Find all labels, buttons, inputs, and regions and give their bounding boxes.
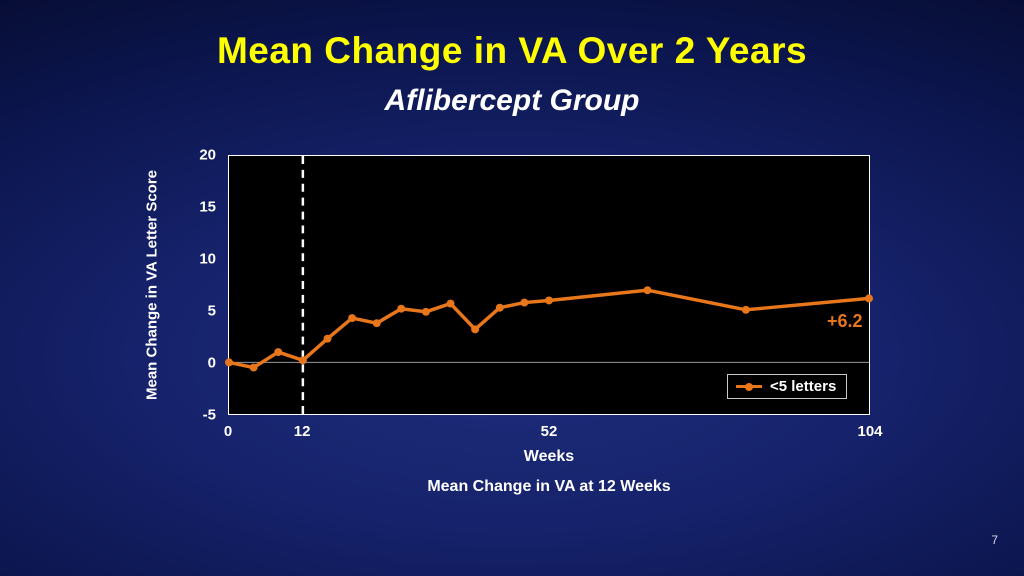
- chart-caption: Mean Change in VA at 12 Weeks: [427, 478, 671, 495]
- data-point-marker: [397, 304, 406, 313]
- y-axis-tick-label: -5: [202, 406, 216, 424]
- y-axis-tick-label: 15: [199, 198, 216, 216]
- page-number: 7: [991, 533, 998, 547]
- slide-title: Mean Change in VA Over 2 Years: [216, 30, 808, 71]
- y-axis-tick-label: 5: [207, 302, 216, 320]
- chart-plot-area: +6.2 <5 letters: [225, 155, 873, 415]
- x-axis-tick-label: 0: [223, 423, 233, 440]
- y-axis-label: Mean Change in VA Letter Score: [143, 169, 161, 401]
- endpoint-annotation: +6.2: [827, 311, 863, 331]
- data-point-marker: [446, 299, 455, 308]
- data-point-marker: [348, 314, 357, 323]
- data-point-marker: [274, 348, 283, 357]
- data-point-marker: [545, 296, 553, 305]
- legend-label: <5 letters: [770, 378, 837, 395]
- y-axis-tick-label: 20: [199, 146, 216, 164]
- chart-svg: [225, 156, 873, 414]
- y-axis-tick-label: 0: [207, 354, 216, 372]
- y-axis-tick-label: 10: [199, 250, 216, 268]
- data-point-marker: [298, 356, 307, 365]
- x-axis-tick-label: 12: [293, 423, 311, 440]
- data-point-marker: [225, 358, 233, 367]
- legend-line-marker-icon: [736, 385, 762, 388]
- x-axis-tick-labels: 0 12 52 104: [224, 423, 883, 443]
- x-axis-tick-label: 52: [540, 423, 558, 440]
- data-point-marker: [421, 307, 430, 316]
- data-point-marker: [643, 286, 652, 295]
- data-point-marker: [865, 294, 873, 303]
- data-point-marker: [520, 298, 529, 307]
- data-point-marker: [495, 303, 504, 312]
- data-point-marker: [471, 325, 480, 334]
- y-axis-tick-labels: 20 15 10 5 0 -5: [160, 147, 216, 424]
- slide-subtitle: Aflibercept Group: [384, 84, 640, 117]
- data-point-marker: [741, 305, 750, 314]
- x-axis-tick-label: 104: [857, 423, 883, 440]
- data-point-marker: [323, 334, 332, 343]
- data-point-marker: [249, 363, 258, 372]
- chart-legend: <5 letters: [727, 374, 848, 399]
- data-point-marker: [372, 319, 381, 328]
- x-axis-label: Weeks: [523, 448, 575, 465]
